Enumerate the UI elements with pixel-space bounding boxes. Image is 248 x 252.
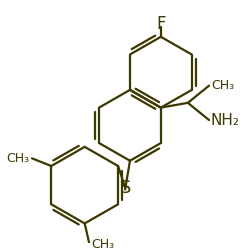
Text: CH₃: CH₃ — [92, 238, 115, 251]
Text: S: S — [120, 178, 131, 197]
Text: F: F — [156, 15, 166, 33]
Text: NH₂: NH₂ — [211, 113, 240, 128]
Text: CH₃: CH₃ — [211, 79, 234, 92]
Text: CH₃: CH₃ — [6, 152, 29, 165]
